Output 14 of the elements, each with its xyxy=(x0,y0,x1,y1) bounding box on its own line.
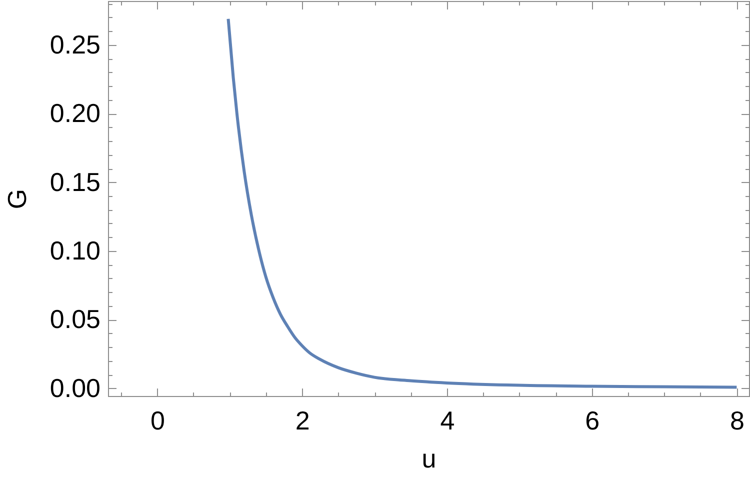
y-tick-label: 0.00 xyxy=(50,372,100,403)
x-tick-label: 4 xyxy=(440,406,455,436)
x-tick-label: 2 xyxy=(295,406,310,436)
x-tick-label: 6 xyxy=(585,406,600,436)
y-tick-label: 0.20 xyxy=(50,98,100,128)
y-tick-label: 0.25 xyxy=(50,29,100,60)
y-axis-title: G xyxy=(2,188,32,210)
y-tick-label: 0.05 xyxy=(50,304,100,334)
x-axis-title: u xyxy=(422,444,436,474)
y-tick-label: 0.15 xyxy=(50,166,100,197)
line-series xyxy=(226,17,738,389)
x-tick-label: 8 xyxy=(730,406,744,436)
x-tick-label: 0 xyxy=(150,406,165,436)
y-tick-label: 0.10 xyxy=(50,235,100,266)
